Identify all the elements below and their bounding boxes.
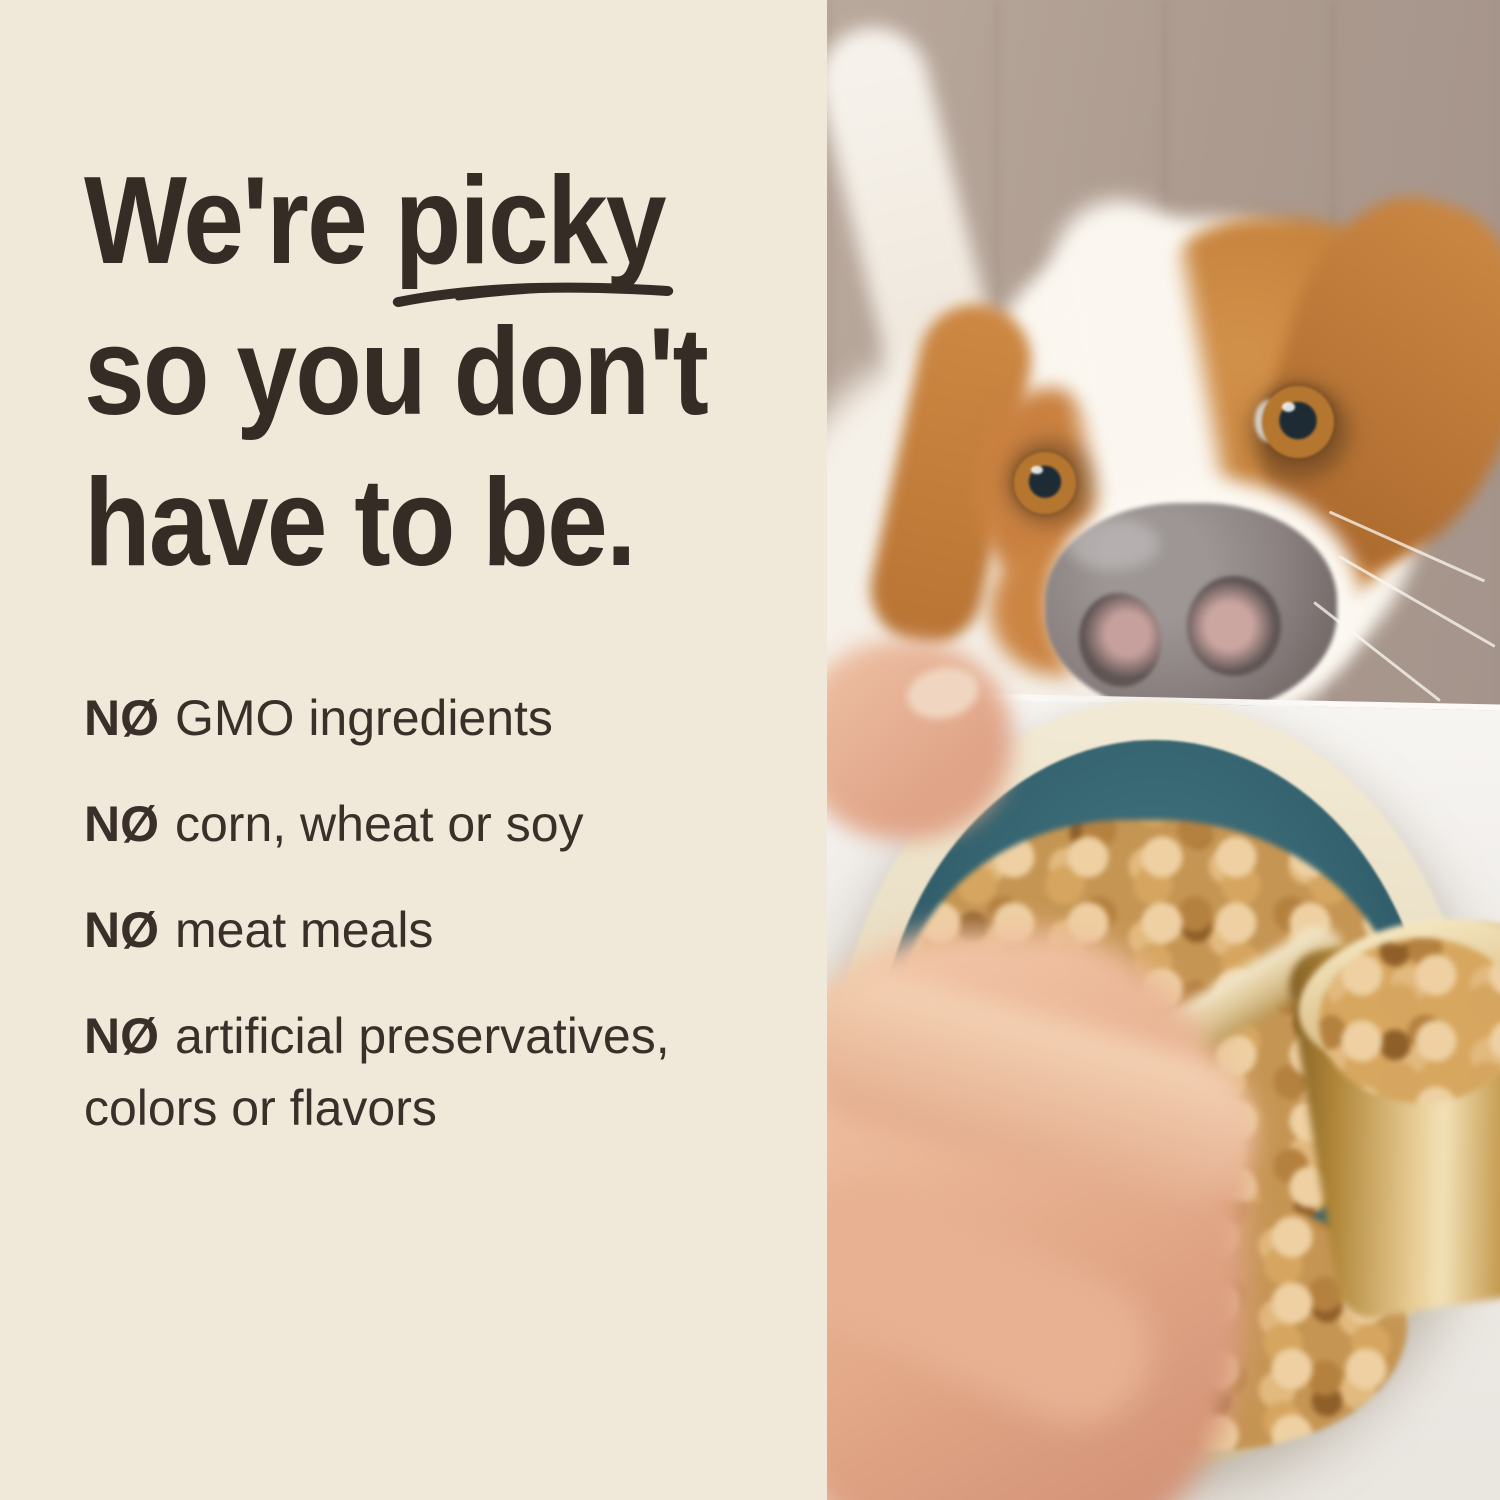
headline-line-2: so you don't [84, 303, 709, 441]
kibble-in-scoop [1319, 938, 1500, 1103]
dog-eye-right [1262, 386, 1334, 458]
claim-text: GMO ingredients [175, 690, 553, 746]
hand-holding-bowl [827, 640, 1012, 840]
no-symbol: NØ [84, 1008, 159, 1064]
headline-word-picky-text: picky [394, 152, 667, 290]
claim-text: corn, wheat or soy [175, 796, 584, 852]
claim-text: meat meals [175, 902, 434, 958]
claim-text: artificial preservatives, colors or flav… [84, 1008, 670, 1136]
claim-no-artificial: NØ artificial preservatives, colors or fl… [84, 1000, 770, 1144]
headline-line-1-prefix: We're [84, 152, 395, 290]
no-symbol: NØ [84, 796, 159, 852]
no-symbol: NØ [84, 902, 159, 958]
no-claims-list: NØ GMO ingredients NØ corn, wheat or soy N… [84, 682, 770, 1178]
headline-line-1: We're picky [84, 146, 707, 307]
headline-word-picky: picky [392, 146, 674, 307]
picky-underline-stroke [392, 282, 674, 307]
headline-line-3: have to be. [84, 454, 636, 592]
no-symbol: NØ [84, 690, 159, 746]
dog-kibble-photo [827, 0, 1500, 1500]
claim-no-meat-meals: NØ meat meals [84, 894, 770, 966]
claim-no-gmo: NØ GMO ingredients [84, 682, 770, 754]
left-text-panel: We're picky so you don't have to be. NØ G… [84, 146, 770, 1178]
claim-no-corn-wheat-soy: NØ corn, wheat or soy [84, 788, 770, 860]
dog-nose-highlight [1067, 518, 1159, 570]
dog-eye-left [1014, 452, 1076, 514]
dog-nostril-right [1187, 576, 1281, 676]
headline: We're picky so you don't have to be. [84, 146, 709, 599]
